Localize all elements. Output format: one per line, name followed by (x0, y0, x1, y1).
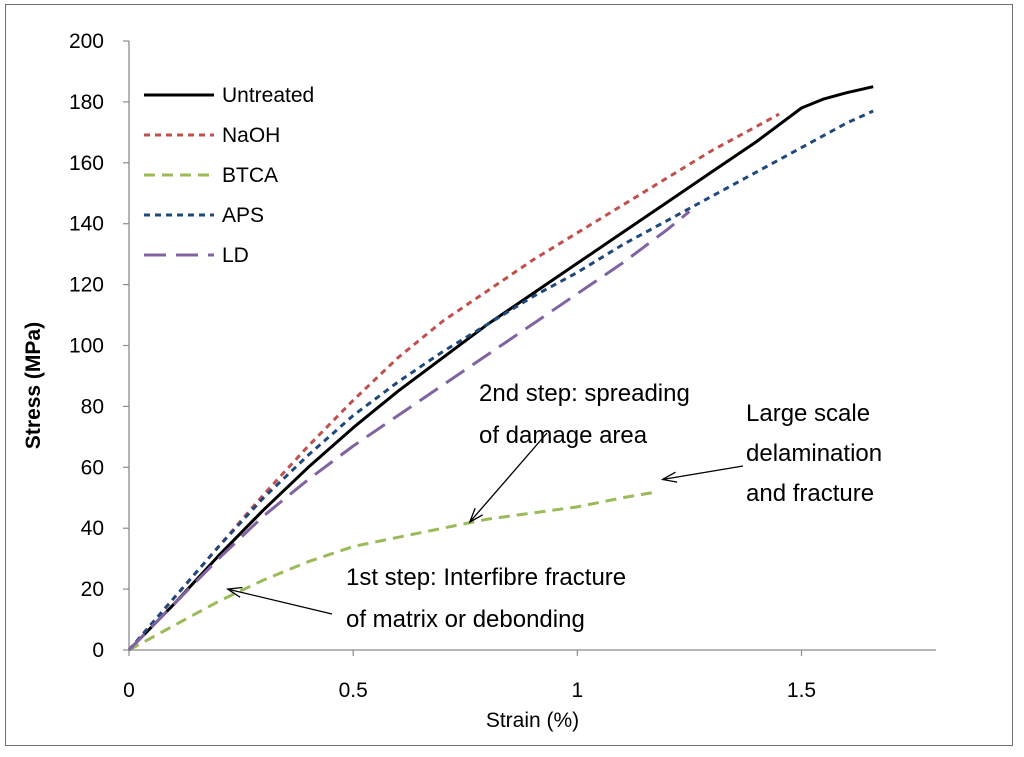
stress-strain-chart: 0 20 40 60 80 100 120 140 160 180 200 0 0.5 1 1.5 Untr… (22, 30, 936, 732)
annotation-3: Large scale delamination and fracture (663, 400, 882, 507)
y-tick-label: 180 (69, 91, 104, 114)
y-tick-label: 40 (81, 517, 104, 540)
annotation-2: 2nd step: spreading of damage area (470, 380, 690, 522)
x-tick-label: 1 (571, 679, 583, 702)
annotations: 1st step: Interfibre fracture of matrix o… (228, 380, 882, 633)
x-tick-label: 0 (123, 679, 135, 702)
tick-labels: 0 20 40 60 80 100 120 140 160 180 200 0 0.5 1 1.5 (69, 30, 816, 702)
annotation-arrow (228, 589, 333, 615)
y-tick-label: 160 (69, 152, 104, 175)
annotation-text-line: 1st step: Interfibre fracture (346, 564, 626, 591)
legend: Untreated NaOH BTCA APS LD (144, 84, 314, 267)
y-tick-label: 200 (69, 30, 104, 53)
annotation-arrow (663, 465, 744, 479)
y-tick-label: 120 (69, 274, 104, 297)
series-line-aps (127, 109, 874, 651)
series-line-ld (127, 210, 691, 652)
y-tick-label: 0 (92, 639, 104, 662)
series-line-btca (128, 490, 659, 652)
y-tick-label: 140 (69, 213, 104, 236)
y-axis-title: Stress (MPa) (22, 322, 45, 449)
series-line-untreated (127, 85, 874, 652)
axes (123, 40, 936, 656)
y-tick-label: 60 (81, 456, 104, 479)
annotation-text-line: delamination (746, 440, 882, 467)
x-axis-title: Strain (%) (486, 709, 579, 732)
annotation-arrow (470, 432, 548, 522)
annotation-text-line: of damage area (479, 422, 648, 449)
annotation-text-line: Large scale (746, 400, 870, 427)
data-series (127, 85, 874, 652)
legend-label-untreated: Untreated (222, 84, 314, 107)
annotation-text-line: 2nd step: spreading (479, 380, 690, 407)
y-tick-label: 80 (81, 395, 104, 418)
y-tick-label: 20 (81, 578, 104, 601)
y-tick-label: 100 (69, 335, 104, 358)
legend-label-ld: LD (222, 244, 249, 267)
legend-label-naoh: NaOH (222, 124, 280, 147)
annotation-text-line: of matrix or debonding (346, 606, 585, 633)
legend-label-aps: APS (222, 204, 264, 227)
annotation-1: 1st step: Interfibre fracture of matrix o… (228, 564, 626, 633)
annotation-text-line: and fracture (746, 480, 874, 507)
x-tick-label: 0.5 (339, 679, 368, 702)
x-tick-label: 1.5 (787, 679, 816, 702)
legend-label-btca: BTCA (222, 164, 278, 187)
chart-frame: 0 20 40 60 80 100 120 140 160 180 200 0 0.5 1 1.5 Untr… (5, 4, 1013, 746)
